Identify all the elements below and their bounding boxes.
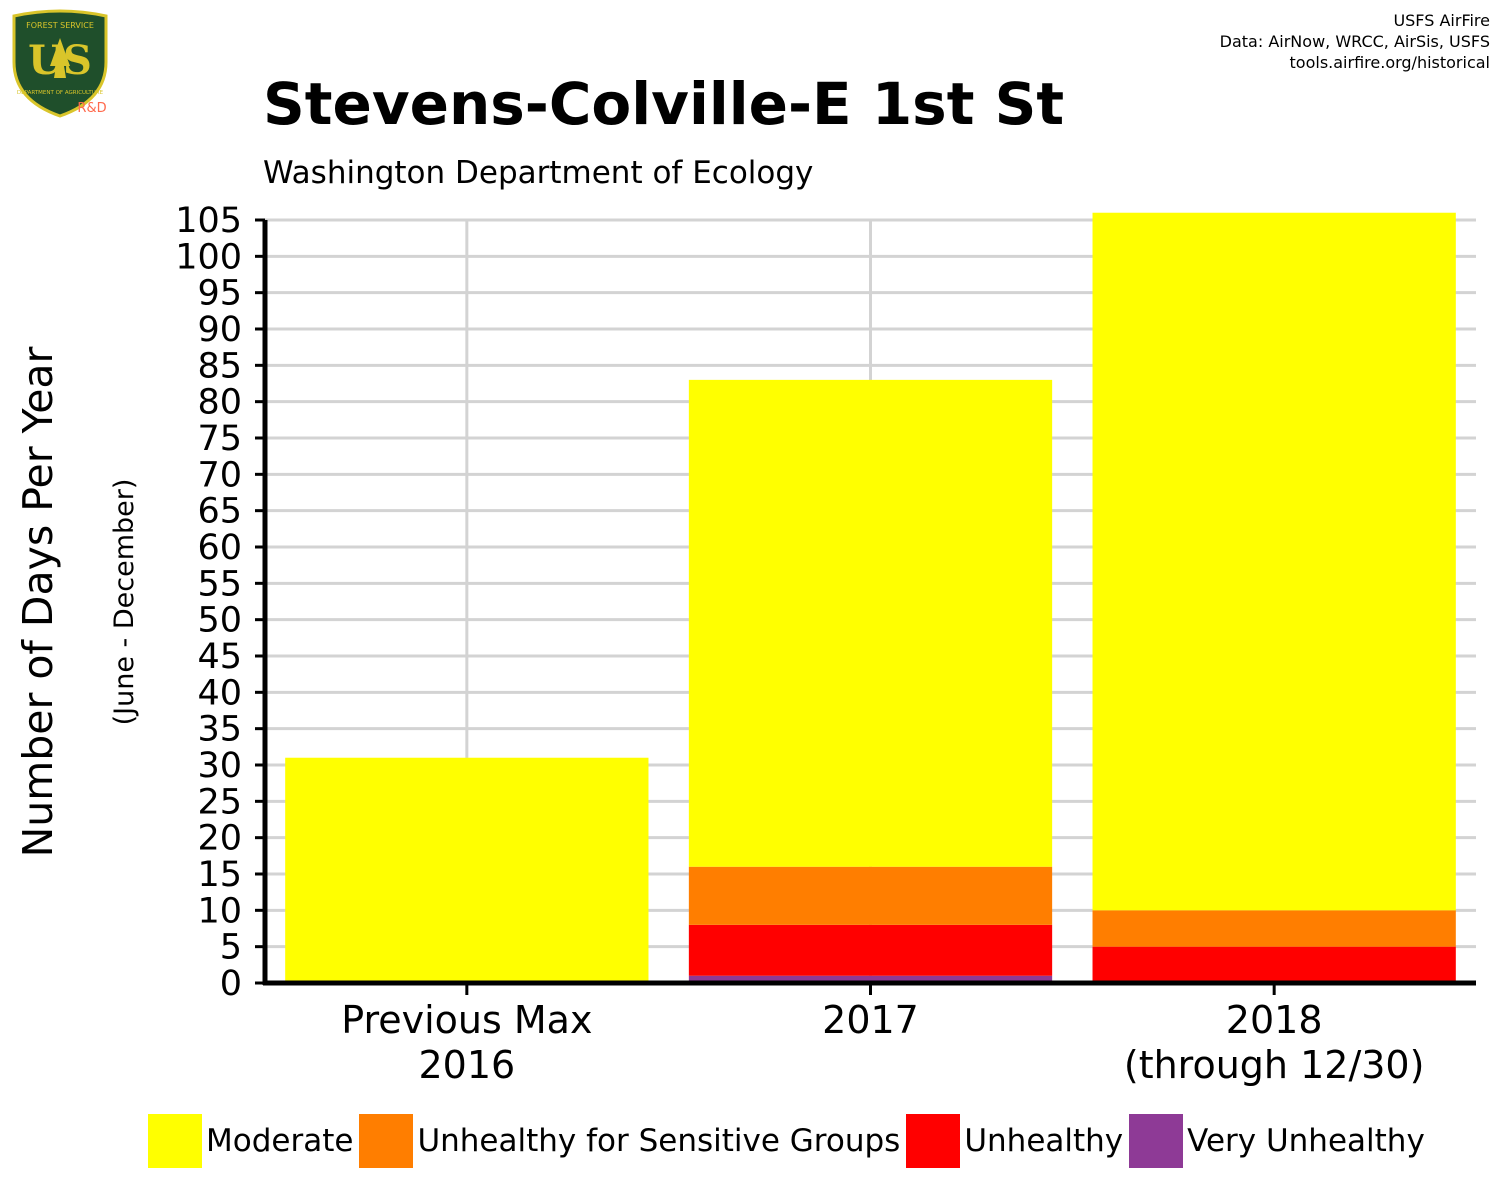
y-tick-label: 15 — [197, 855, 242, 895]
x-tick-label: Previous Max — [341, 998, 592, 1042]
legend-item: Moderate — [148, 1113, 359, 1168]
legend-label: Moderate — [206, 1122, 354, 1159]
svg-text:DEPARTMENT OF AGRICULTURE: DEPARTMENT OF AGRICULTURE — [17, 90, 104, 96]
chart-title: Stevens-Colville-E 1st St — [263, 70, 1065, 138]
y-tick-label: 85 — [197, 346, 242, 386]
y-tick-label: 80 — [197, 383, 242, 423]
bars — [285, 212, 1456, 983]
legend-item: Unhealthy — [906, 1113, 1129, 1168]
y-tick-label: 10 — [197, 891, 242, 931]
legend-swatch — [906, 1113, 961, 1168]
bar-unhealthy — [1092, 946, 1456, 983]
y-axis-subtitle: (June - December) — [109, 479, 140, 726]
bar-moderate — [285, 757, 649, 983]
y-tick-label: 90 — [197, 310, 242, 350]
credit-line: USFS AirFire — [1393, 11, 1490, 30]
y-tick-label: 0 — [220, 964, 242, 1004]
legend-swatch — [359, 1113, 414, 1168]
credits: USFS AirFire Data: AirNow, WRCC, AirSis,… — [1220, 10, 1490, 73]
y-tick-label: 5 — [220, 928, 242, 968]
legend-label: Unhealthy — [964, 1122, 1124, 1159]
svg-text:R&D: R&D — [77, 101, 106, 116]
bar-unhealthy — [688, 924, 1053, 976]
y-tick-label: 25 — [197, 782, 242, 822]
bar-unhealthy-for-sensitive-groups — [1092, 910, 1456, 947]
x-tick-label: (through 12/30) — [1124, 1043, 1425, 1087]
y-tick-label: 105 — [175, 201, 242, 241]
axes — [255, 218, 1476, 995]
legend-item: Very Unhealthy — [1129, 1113, 1431, 1168]
y-tick-label: 35 — [197, 710, 242, 750]
y-tick-label: 50 — [197, 601, 242, 641]
legend-swatch — [148, 1113, 202, 1168]
credit-line: Data: AirNow, WRCC, AirSis, USFS — [1219, 32, 1490, 51]
bar-moderate — [688, 379, 1053, 867]
axis-labels: 0510152025303540455055606570758085909510… — [14, 201, 1424, 1087]
y-tick-label: 95 — [197, 274, 242, 314]
y-tick-label: 70 — [197, 455, 242, 495]
y-tick-label: 20 — [197, 819, 242, 859]
y-tick-label: 75 — [197, 419, 242, 459]
y-tick-label: 65 — [197, 492, 242, 532]
legend-label: Very Unhealthy — [1187, 1122, 1425, 1159]
usfs-logo: FOREST SERVICE US DEPARTMENT OF AGRICULT… — [8, 8, 112, 120]
chart-subtitle: Washington Department of Ecology — [263, 155, 814, 191]
y-tick-label: 60 — [197, 528, 242, 568]
x-tick-label: 2016 — [418, 1043, 515, 1087]
legend-label: Unhealthy for Sensitive Groups — [417, 1122, 901, 1159]
legend-swatch — [1129, 1113, 1184, 1168]
y-axis-title: Number of Days Per Year — [14, 346, 62, 857]
x-tick-label: 2018 — [1226, 998, 1323, 1042]
legend-item: Unhealthy for Sensitive Groups — [359, 1113, 906, 1168]
y-tick-label: 30 — [197, 746, 242, 786]
svg-text:FOREST SERVICE: FOREST SERVICE — [26, 21, 94, 30]
x-tick-label: 2017 — [822, 998, 919, 1042]
legend: Moderate Unhealthy for Sensitive Groups Un… — [148, 1113, 1431, 1168]
y-tick-label: 100 — [175, 237, 242, 277]
y-tick-label: 40 — [197, 673, 242, 713]
bar-unhealthy-for-sensitive-groups — [688, 866, 1053, 925]
y-tick-label: 45 — [197, 637, 242, 677]
credit-line: tools.airfire.org/historical — [1289, 53, 1490, 72]
bar-very-unhealthy — [688, 975, 1053, 983]
y-tick-label: 55 — [197, 564, 242, 604]
bar-moderate — [1092, 212, 1456, 911]
